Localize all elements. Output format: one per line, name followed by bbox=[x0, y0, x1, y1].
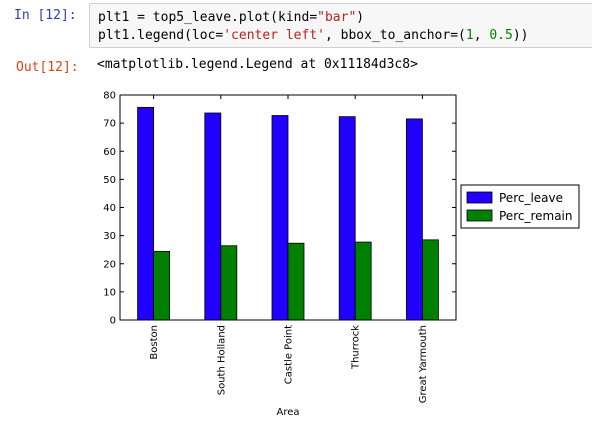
bar-perc-remain bbox=[354, 241, 372, 321]
x-tick-label: South Holland bbox=[216, 325, 227, 395]
y-tick-label: 70 bbox=[103, 119, 116, 130]
y-tick-label: 50 bbox=[103, 175, 116, 186]
legend-swatch bbox=[466, 191, 493, 204]
bar-perc-remain bbox=[153, 250, 171, 321]
code-token: , bbox_to_anchor=( bbox=[324, 28, 466, 43]
y-tick-label: 80 bbox=[103, 91, 116, 102]
y-tick-label: 40 bbox=[103, 203, 116, 214]
x-tick-label: Boston bbox=[149, 325, 160, 360]
code-line-2: plt1.legend(loc='center left', bbox_to_a… bbox=[98, 28, 529, 43]
code-line-1: plt1 = top5_leave.plot(kind="bar") bbox=[98, 10, 364, 25]
code-number-token: 1 bbox=[465, 28, 474, 43]
y-tick-label: 10 bbox=[103, 287, 116, 298]
y-tick-label: 0 bbox=[110, 316, 116, 327]
input-prompt: In [12]: bbox=[14, 8, 77, 23]
bar-perc-remain bbox=[220, 245, 238, 321]
legend-label: Perc_remain bbox=[499, 209, 573, 223]
y-tick-label: 20 bbox=[103, 259, 116, 270]
x-tick-label: Great Yarmouth bbox=[418, 325, 429, 403]
output-prompt: Out[12]: bbox=[16, 60, 79, 75]
legend-label: Perc_leave bbox=[499, 191, 563, 205]
x-tick-label: Thurrock bbox=[351, 325, 362, 370]
code-token: ) bbox=[356, 10, 365, 25]
output-repr-text: <matplotlib.legend.Legend at 0x11184d3c8… bbox=[97, 57, 418, 72]
code-token: plt1 = top5_leave.plot(kind= bbox=[98, 10, 318, 25]
x-tick-label: Castle Point bbox=[284, 325, 295, 384]
bar-perc-leave bbox=[405, 118, 423, 321]
bar-perc-leave bbox=[204, 112, 222, 321]
code-number-token: 0.5 bbox=[489, 28, 513, 43]
legend-swatch bbox=[466, 209, 493, 222]
bar-perc-leave bbox=[338, 116, 356, 321]
code-cell-input[interactable]: plt1 = top5_leave.plot(kind="bar") plt1.… bbox=[89, 3, 592, 48]
bar-perc-leave bbox=[271, 115, 289, 321]
bar-perc-remain bbox=[287, 242, 305, 321]
y-tick-label: 60 bbox=[103, 147, 116, 158]
code-string-token: 'center left' bbox=[223, 28, 325, 43]
bar-perc-remain bbox=[421, 239, 439, 321]
code-token: plt1.legend(loc= bbox=[98, 28, 224, 43]
code-token: )) bbox=[512, 28, 529, 43]
code-string-token: "bar" bbox=[317, 10, 357, 25]
x-axis-label: Area bbox=[276, 407, 299, 418]
bar-perc-leave bbox=[137, 106, 155, 321]
code-token: , bbox=[473, 28, 490, 43]
y-tick-label: 30 bbox=[103, 231, 116, 242]
